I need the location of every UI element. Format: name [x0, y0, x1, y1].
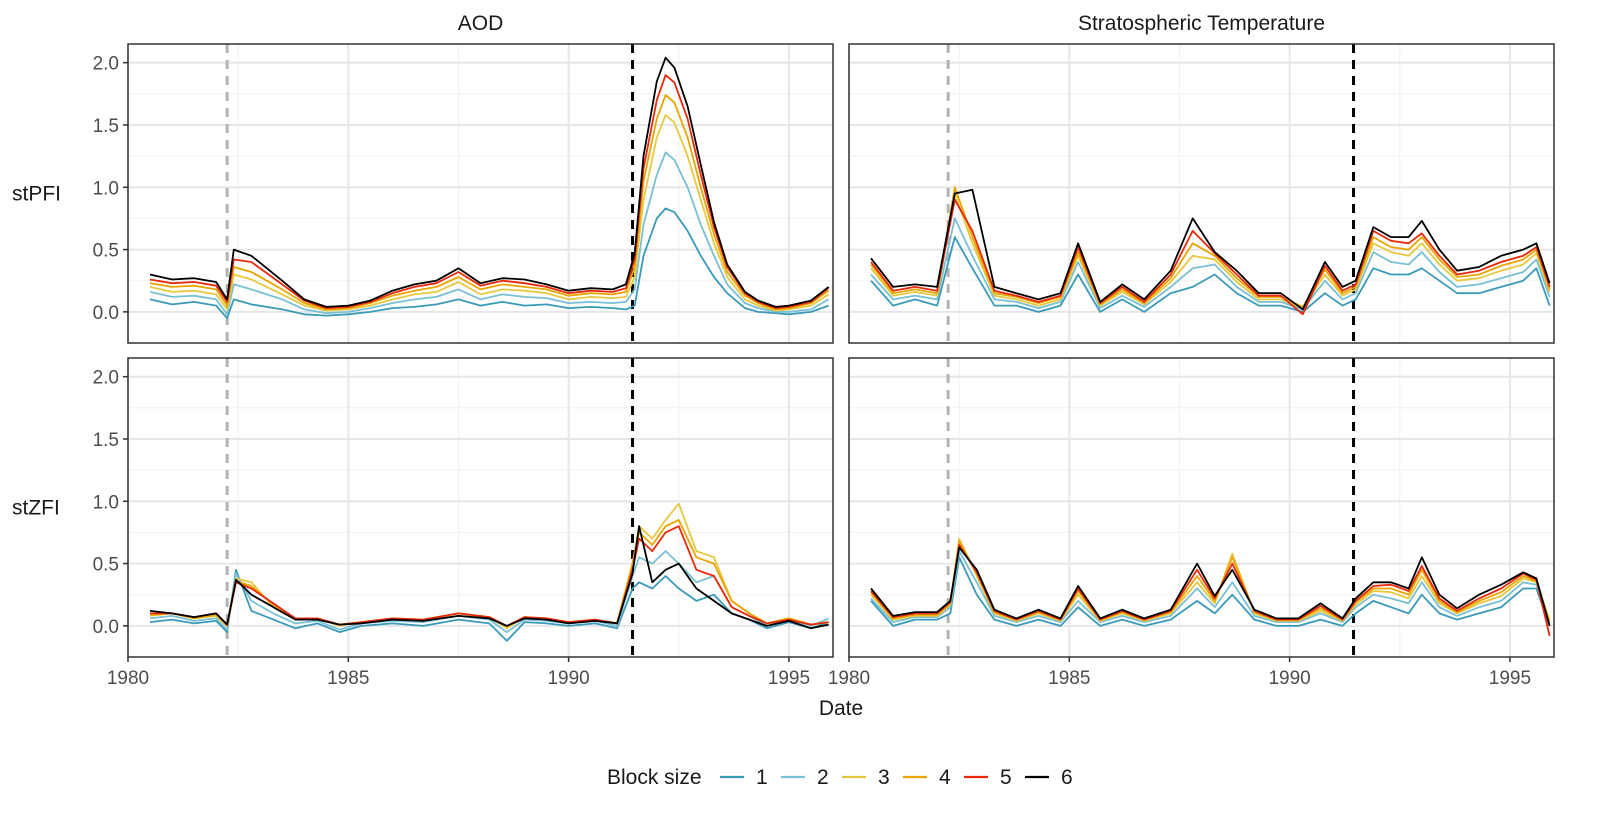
series-line-block-size-6: [870, 546, 1551, 627]
y-tick-label: 0.5: [93, 241, 119, 262]
series-line-block-size-2: [870, 217, 1551, 311]
row-label: stPFI: [12, 183, 61, 206]
series-line-block-size-4: [149, 94, 830, 311]
series-line-block-size-5: [870, 198, 1551, 316]
series-line-block-size-6: [149, 56, 830, 308]
y-tick-label: 1.0: [93, 492, 119, 513]
panel-border: [848, 43, 1555, 344]
series-line-block-size-5: [870, 544, 1551, 637]
column-strip-label: AOD: [458, 12, 504, 35]
legend-label: 2: [817, 766, 829, 789]
panel-aod-stzfi: 0.0 0.5 1.0 1.5 2.0 1980 1985 1990 1995: [93, 357, 834, 689]
series-line-block-size-6: [870, 188, 1551, 311]
series-line-block-size-5: [149, 74, 830, 310]
panel-border: [127, 43, 834, 344]
x-tick-label: 1990: [1268, 668, 1310, 689]
legend-label: 6: [1061, 766, 1073, 789]
series-line-block-size-2: [870, 550, 1551, 624]
x-tick-label: 1980: [828, 668, 870, 689]
panel-border: [127, 357, 834, 658]
panel-aod-stpfi: 0.0 0.5 1.0 1.5 2.0: [93, 43, 834, 344]
y-tick-label: 0.5: [93, 555, 119, 576]
series-line-block-size-3: [870, 192, 1551, 310]
series-line-block-size-3: [149, 114, 830, 312]
x-tick-label: 1995: [1489, 668, 1531, 689]
series-line-block-size-1: [149, 207, 829, 320]
row-label: stZFI: [12, 497, 60, 520]
series-line-block-size-1: [149, 568, 829, 642]
legend-label: 1: [756, 766, 768, 789]
legend-label: 5: [1000, 766, 1012, 789]
y-tick-label: 1.0: [93, 178, 119, 199]
series-line-block-size-5: [150, 525, 829, 627]
series-line-block-size-4: [870, 186, 1551, 308]
series-line-block-size-6: [149, 525, 829, 630]
y-tick-label: 1.5: [93, 116, 119, 137]
series-line-block-size-1: [870, 236, 1551, 313]
x-tick-label: 1985: [1048, 668, 1090, 689]
x-tick-label: 1980: [107, 668, 149, 689]
x-tick-label: 1985: [327, 668, 369, 689]
legend-label: 3: [878, 766, 890, 789]
legend-title: Block size: [607, 766, 702, 789]
x-tick-label: 1995: [768, 668, 810, 689]
panel-border: [848, 357, 1555, 658]
y-tick-label: 0.0: [93, 303, 119, 324]
panel-stratospheric-temperature-stzfi: 1980 1985 1990 1995: [828, 357, 1555, 689]
x-tick-label: 1990: [547, 668, 589, 689]
series-line-block-size-2: [149, 151, 830, 316]
column-strip-label: Stratospheric Temperature: [1078, 12, 1325, 35]
panel-background: [128, 44, 833, 343]
panel-background: [128, 358, 833, 657]
legend: Block size 1 2 3 4 5 6: [607, 766, 1073, 789]
series-line-block-size-1: [870, 556, 1551, 627]
y-tick-label: 2.0: [93, 54, 119, 75]
y-tick-label: 0.0: [93, 617, 119, 638]
legend-label: 4: [939, 766, 951, 789]
y-tick-label: 2.0: [93, 368, 119, 389]
y-tick-label: 1.5: [93, 430, 119, 451]
x-axis-title: Date: [819, 697, 863, 720]
panel-stratospheric-temperature-stpfi: [848, 43, 1555, 344]
